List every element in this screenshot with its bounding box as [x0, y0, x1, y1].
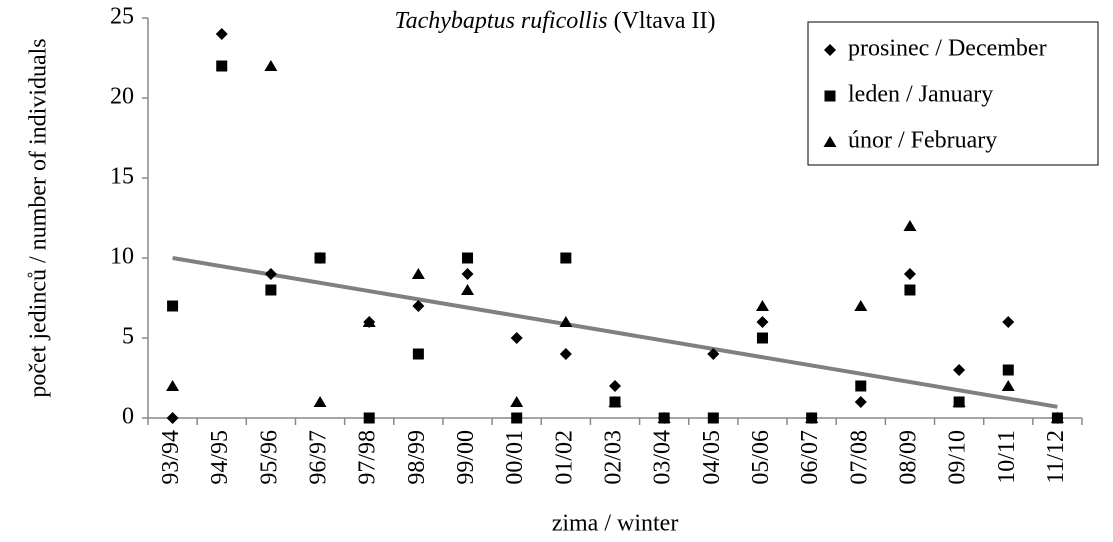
y-tick-label: 10 — [110, 244, 134, 270]
x-tick-label: 08/09 — [895, 430, 921, 485]
legend-label: prosinec / December — [848, 36, 1047, 62]
x-tick-label: 06/07 — [797, 430, 823, 485]
diamond-marker — [854, 396, 867, 408]
square-marker — [756, 332, 768, 344]
x-tick-label: 02/03 — [601, 430, 627, 485]
x-tick-label: 04/05 — [699, 430, 725, 485]
y-tick-label: 25 — [110, 4, 134, 30]
triangle-marker — [952, 396, 966, 407]
square-marker — [904, 284, 916, 296]
x-tick-label: 03/04 — [650, 430, 676, 485]
x-tick-label: 05/06 — [748, 430, 774, 485]
square-marker — [314, 252, 326, 264]
square-marker — [707, 412, 719, 424]
diamond-marker — [559, 348, 572, 360]
diamond-marker — [264, 268, 277, 280]
x-tick-label: 10/11 — [994, 430, 1020, 484]
triangle-marker — [657, 412, 671, 423]
square-marker — [1002, 364, 1014, 376]
legend-label: leden / January — [848, 82, 993, 108]
square-marker — [511, 412, 523, 424]
x-tick-label: 98/99 — [404, 430, 430, 485]
triangle-marker — [166, 380, 180, 391]
title-species: Tachybaptus ruficollis — [394, 8, 607, 34]
chart-title: Tachybaptus ruficollis (Vltava II) — [394, 8, 715, 34]
diamond-marker — [166, 412, 179, 424]
y-tick-label: 0 — [122, 404, 134, 430]
triangle-marker — [903, 220, 917, 231]
diamond-marker — [412, 300, 425, 312]
x-tick-label: 07/08 — [846, 430, 872, 485]
x-tick-label: 99/00 — [453, 430, 479, 485]
title-location: (Vltava II) — [614, 8, 716, 34]
square-marker — [560, 252, 572, 264]
y-tick-label: 15 — [110, 164, 134, 190]
square-marker — [462, 252, 474, 264]
triangle-marker — [1001, 380, 1015, 391]
x-axis-title: zima / winter — [552, 511, 679, 537]
diamond-marker — [824, 44, 836, 56]
triangle-marker — [510, 396, 524, 407]
square-marker — [363, 412, 375, 424]
diamond-marker — [953, 364, 966, 376]
diamond-marker — [903, 268, 916, 280]
triangle-marker — [608, 396, 622, 407]
trend-line — [172, 256, 1058, 409]
triangle-marker — [755, 300, 769, 311]
y-axis-title: počet jedinců / number of individuals — [26, 38, 52, 397]
y-tick-label: 5 — [122, 324, 134, 350]
triangle-marker — [805, 412, 819, 423]
square-marker — [216, 60, 228, 72]
square-marker — [824, 90, 836, 102]
triangle-marker — [559, 316, 573, 327]
triangle-marker — [411, 268, 425, 279]
square-marker — [412, 348, 424, 360]
triangle-marker — [461, 284, 475, 295]
square-marker — [265, 284, 277, 296]
x-tick-label: 93/94 — [158, 430, 184, 485]
legend-box — [807, 21, 1099, 166]
square-marker — [855, 380, 867, 392]
triangle-marker — [823, 136, 837, 147]
x-tick-label: 95/96 — [256, 430, 282, 485]
diamond-marker — [756, 316, 769, 328]
x-tick-label: 96/97 — [306, 430, 332, 485]
diamond-marker — [1002, 316, 1015, 328]
x-tick-label: 94/95 — [207, 430, 233, 485]
diamond-marker — [510, 332, 523, 344]
x-tick-label: 97/98 — [355, 430, 381, 485]
square-marker — [167, 300, 179, 312]
x-tick-label: 11/12 — [1043, 430, 1069, 484]
x-tick-label: 00/01 — [502, 430, 528, 485]
diamond-marker — [707, 348, 720, 360]
triangle-marker — [264, 60, 278, 71]
triangle-marker — [313, 396, 327, 407]
diamond-marker — [461, 268, 474, 280]
diamond-marker — [215, 28, 228, 40]
diamond-marker — [609, 380, 621, 392]
triangle-marker — [1050, 412, 1064, 423]
triangle-marker — [362, 316, 376, 327]
x-tick-label: 09/10 — [945, 430, 971, 485]
legend-label: únor / February — [848, 128, 997, 154]
y-tick-label: 20 — [110, 84, 134, 110]
triangle-marker — [854, 300, 868, 311]
x-tick-label: 01/02 — [551, 430, 577, 485]
